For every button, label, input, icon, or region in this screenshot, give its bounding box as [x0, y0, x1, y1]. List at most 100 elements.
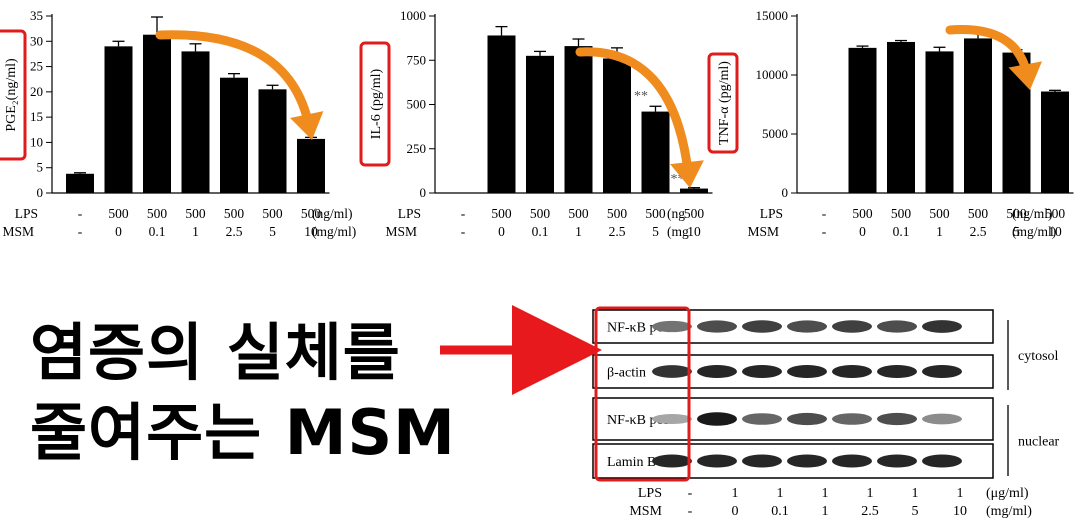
blot-band: [832, 364, 872, 379]
bar-500/0.1: [887, 41, 915, 194]
condition-row-label: LPS: [15, 206, 38, 221]
headline-line-1: 염증의 실체를: [30, 316, 401, 389]
condition-row-label: MSM: [2, 224, 34, 239]
y-tick-label: 0: [782, 185, 789, 200]
blot-band: [877, 320, 917, 333]
blot-band: [922, 413, 962, 425]
condition-value: -: [822, 206, 827, 221]
y-tick-label: 15: [30, 109, 43, 124]
msm-unit: (mg/ml): [312, 224, 356, 239]
blot-row-label: β-actin: [607, 366, 646, 381]
blot-condition-label: LPS: [638, 486, 662, 501]
condition-value: 2.5: [609, 224, 626, 239]
blot-condition-value: -: [688, 504, 693, 519]
blot-condition-value: 0.1: [771, 504, 789, 519]
bar-500/0: [848, 47, 877, 193]
bar-500/0.1: [143, 34, 171, 194]
y-tick-label: 1000: [400, 8, 426, 23]
condition-value: 500: [645, 206, 666, 221]
condition-value: 0.1: [893, 224, 910, 239]
bar-500/10: [680, 188, 708, 193]
blot-band: [697, 454, 737, 468]
blot-condition-value: 1: [957, 486, 964, 501]
y-axis-label: PGE₂(ng/ml): [4, 58, 19, 132]
significance-marker: **: [634, 89, 648, 104]
condition-value: 500: [929, 206, 950, 221]
blot-condition-value: 5: [912, 504, 919, 519]
blot-band: [922, 320, 962, 333]
y-label-highlight-box: [0, 29, 27, 161]
condition-value: 500: [185, 206, 206, 221]
y-label-highlight-box: [707, 52, 739, 154]
lps-unit: (ng/ml): [1012, 206, 1053, 221]
condition-value: 500: [301, 206, 322, 221]
condition-value: -: [78, 206, 83, 221]
condition-value: 500: [1006, 206, 1027, 221]
blot-condition-value: 1: [822, 486, 829, 501]
condition-value: 500: [684, 206, 705, 221]
y-tick-label: 20: [30, 84, 43, 99]
condition-value: 500: [607, 206, 628, 221]
blot-band: [697, 320, 737, 333]
bar-500/2.5: [220, 77, 248, 193]
bar-500/5: [641, 111, 670, 193]
blot-band: [742, 364, 782, 379]
condition-value: 500: [968, 206, 989, 221]
condition-value: 2.5: [226, 224, 243, 239]
y-tick-label: 35: [30, 8, 43, 23]
condition-value: 5: [652, 224, 659, 239]
bar-500/0: [104, 46, 133, 193]
orange-trend-arrowhead: [1008, 61, 1042, 90]
condition-value: 1: [575, 224, 582, 239]
y-tick-label: 500: [407, 97, 427, 112]
blot-band: [742, 320, 782, 333]
blot-band: [787, 412, 827, 426]
condition-value: -: [461, 224, 466, 239]
bar-500/1: [925, 51, 954, 194]
blot-band: [922, 364, 962, 379]
y-tick-label: 10000: [756, 67, 789, 82]
blot-band: [652, 365, 692, 378]
group-label: cytosol: [1018, 349, 1059, 364]
condition-value: 500: [852, 206, 873, 221]
condition-value: 1: [936, 224, 943, 239]
blot-band: [877, 412, 917, 426]
y-tick-label: 15000: [756, 8, 789, 23]
condition-row-label: MSM: [385, 224, 417, 239]
condition-value: 0: [859, 224, 866, 239]
y-tick-label: 250: [407, 141, 427, 156]
blot-condition-value: 0: [732, 504, 739, 519]
y-tick-label: 25: [30, 59, 43, 74]
blot-condition-value: 1: [822, 504, 829, 519]
blot-condition-value: 2.5: [861, 504, 879, 519]
bar-500/0.1: [526, 55, 554, 194]
condition-value: -: [822, 224, 827, 239]
msm-unit: (mg/ml): [1012, 224, 1056, 239]
condition-value: 0.1: [149, 224, 166, 239]
blot-condition-value: 1: [912, 486, 919, 501]
blot-band: [652, 454, 692, 468]
blot-row: NF-κB p65: [592, 309, 994, 344]
bar-500/10: [1041, 91, 1069, 193]
bar-500/2.5: [603, 58, 631, 194]
condition-value: 500: [108, 206, 129, 221]
blot-row: NF-κB p65: [592, 397, 994, 441]
condition-value: 10: [304, 224, 318, 239]
blot-condition-value: 1: [777, 486, 784, 501]
blot-condition-value: 1: [732, 486, 739, 501]
orange-trend-arrowhead: [290, 111, 324, 140]
condition-row-label: LPS: [760, 206, 783, 221]
y-tick-label: 5: [37, 160, 44, 175]
blot-band: [832, 454, 872, 468]
condition-value: 500: [147, 206, 168, 221]
blot-band: [877, 364, 917, 379]
condition-value: 500: [1045, 206, 1066, 221]
condition-row-label: LPS: [398, 206, 421, 221]
blot-band: [697, 412, 737, 426]
condition-value: 10: [687, 224, 701, 239]
condition-value: 500: [262, 206, 283, 221]
blot-row: Lamin B: [592, 443, 994, 479]
bar-500/2.5: [964, 38, 992, 193]
